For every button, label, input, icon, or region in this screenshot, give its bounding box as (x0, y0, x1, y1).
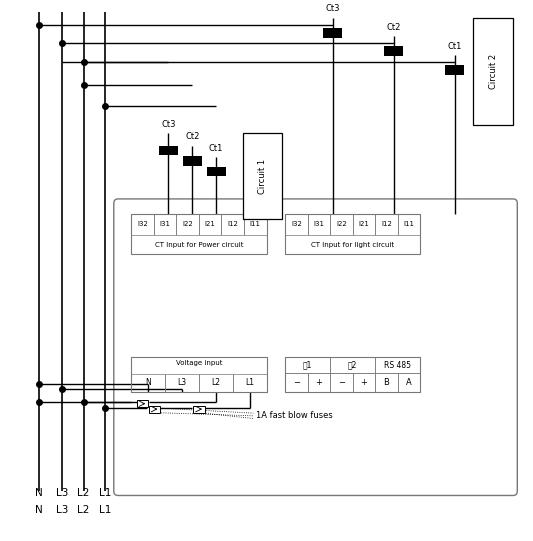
Bar (199, 214, 221, 235)
Text: I12: I12 (227, 221, 238, 227)
Text: Ct2: Ct2 (185, 133, 199, 141)
Text: I31: I31 (159, 221, 171, 227)
Bar (353, 373, 375, 392)
Text: +: + (316, 378, 322, 387)
Text: L3: L3 (56, 489, 69, 498)
Bar (445, 65, 464, 75)
Bar (323, 28, 342, 38)
Text: I11: I11 (250, 221, 261, 227)
Bar (384, 46, 403, 56)
Text: CT Input for Power circuit: CT Input for Power circuit (155, 242, 243, 248)
Text: A: A (406, 378, 412, 387)
Text: L3: L3 (177, 378, 187, 387)
Text: L2: L2 (211, 378, 220, 387)
Text: I12: I12 (381, 221, 392, 227)
Text: Ct1: Ct1 (448, 42, 462, 51)
Text: Ct3: Ct3 (161, 120, 176, 129)
Text: N: N (35, 505, 43, 514)
Bar (136, 400, 148, 407)
Text: Voltage input: Voltage input (176, 360, 222, 366)
Bar (375, 357, 420, 373)
Bar (375, 214, 398, 235)
Text: +: + (360, 378, 367, 387)
Bar (285, 214, 420, 254)
Bar (330, 214, 353, 235)
Bar (154, 214, 176, 235)
Text: N: N (35, 489, 43, 498)
Bar (193, 406, 205, 413)
Text: Circuit 2: Circuit 2 (489, 54, 498, 89)
Bar (165, 374, 199, 392)
Bar (285, 357, 330, 373)
Bar (199, 374, 233, 392)
Bar (233, 374, 266, 392)
Bar (159, 146, 178, 155)
Text: RS 485: RS 485 (384, 360, 411, 370)
Bar (285, 357, 420, 392)
Bar (183, 156, 202, 166)
Text: N: N (146, 378, 151, 387)
Text: Ct2: Ct2 (386, 23, 401, 32)
Text: I32: I32 (137, 221, 148, 227)
Text: I21: I21 (205, 221, 216, 227)
Bar (308, 214, 330, 235)
Bar (131, 374, 165, 392)
Bar (285, 214, 308, 235)
Text: I22: I22 (336, 221, 347, 227)
Bar (244, 214, 266, 235)
Text: I11: I11 (403, 221, 415, 227)
Bar (473, 17, 513, 125)
Text: Ct3: Ct3 (326, 4, 340, 13)
Bar (149, 406, 160, 413)
Bar (330, 373, 353, 392)
Text: L2: L2 (77, 489, 90, 498)
Text: L3: L3 (56, 505, 69, 514)
Bar (207, 167, 225, 176)
Bar (131, 214, 266, 254)
Text: ⎍2: ⎍2 (348, 360, 357, 370)
Text: ⎍1: ⎍1 (303, 360, 312, 370)
Text: L1: L1 (99, 489, 111, 498)
Text: I31: I31 (313, 221, 325, 227)
Bar (398, 373, 420, 392)
Bar (131, 357, 266, 392)
Bar (243, 133, 282, 219)
Bar (398, 214, 420, 235)
Text: Circuit 1: Circuit 1 (258, 159, 267, 194)
Bar (353, 214, 375, 235)
Bar (285, 373, 308, 392)
Bar (308, 373, 330, 392)
Text: CT Input for light circuit: CT Input for light circuit (311, 242, 394, 248)
Bar (221, 214, 244, 235)
Bar (176, 214, 199, 235)
Text: B: B (384, 378, 390, 387)
Bar (375, 373, 398, 392)
Text: −: − (338, 378, 345, 387)
Text: I21: I21 (359, 221, 369, 227)
Bar (131, 214, 154, 235)
Text: Ct1: Ct1 (209, 144, 223, 153)
Text: L2: L2 (77, 505, 90, 514)
Text: −: − (293, 378, 300, 387)
Text: L1: L1 (99, 505, 111, 514)
Bar (330, 357, 375, 373)
Text: 1A fast blow fuses: 1A fast blow fuses (256, 411, 333, 420)
Text: I32: I32 (291, 221, 302, 227)
Text: L1: L1 (245, 378, 254, 387)
Text: I22: I22 (182, 221, 193, 227)
